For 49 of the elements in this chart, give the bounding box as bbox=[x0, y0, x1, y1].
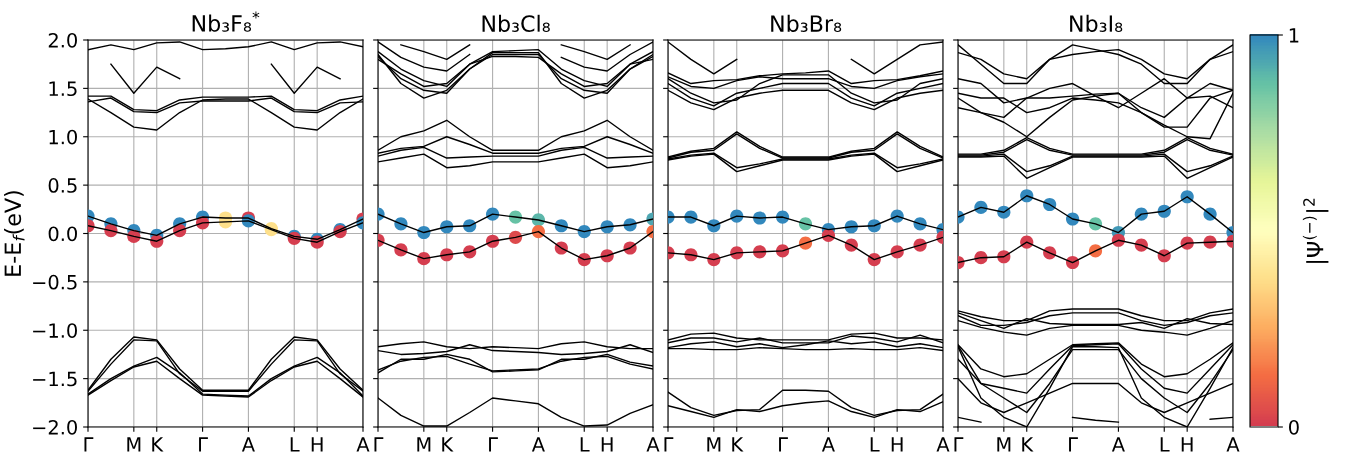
x-tick-label: Γ bbox=[1069, 437, 1078, 452]
x-tick-label: L bbox=[580, 437, 590, 452]
y-tick-label: 0.0 bbox=[48, 226, 77, 242]
x-tick-label: A bbox=[241, 437, 255, 452]
x-tick-label: H bbox=[601, 437, 613, 452]
x-tick-label: M bbox=[417, 437, 431, 452]
x-tick-label: L bbox=[870, 437, 880, 452]
x-tick-label: H bbox=[891, 437, 903, 452]
x-tick-label: A bbox=[821, 437, 835, 452]
x-tick-label: A bbox=[531, 437, 545, 452]
chart-title: Nb₃Cl₈ bbox=[482, 14, 550, 32]
x-tick-label: K bbox=[1022, 437, 1034, 452]
x-tick-label: Γ bbox=[199, 437, 208, 452]
color-bar-title: |Ψ$^{(−)}$|$^{2}$ bbox=[1302, 198, 1329, 263]
chart-title: Nb₃I₈ bbox=[1070, 14, 1123, 32]
chart-title: Nb₃Br₈ bbox=[771, 14, 842, 32]
y-tick-label: −2.0 bbox=[33, 419, 77, 435]
x-tick-label: Γ bbox=[84, 437, 94, 452]
x-tick-label: Γ bbox=[374, 437, 384, 452]
x-tick-label: H bbox=[311, 437, 323, 452]
x-tick-label: Γ bbox=[489, 437, 498, 452]
x-tick-label: Γ bbox=[664, 437, 674, 452]
y-tick-label: 0.5 bbox=[48, 178, 77, 193]
chart-title: Nb₃F₈$^{*}$ bbox=[192, 11, 260, 32]
x-tick-label: A bbox=[356, 437, 370, 452]
x-tick-label: A bbox=[936, 437, 950, 452]
x-tick-label: M bbox=[997, 437, 1011, 452]
x-tick-label: K bbox=[732, 437, 744, 452]
x-tick-label: A bbox=[646, 437, 660, 452]
x-tick-label: L bbox=[290, 437, 300, 452]
color-bar-label: 1 bbox=[1289, 28, 1299, 43]
x-tick-label: A bbox=[1226, 437, 1240, 452]
y-tick-label: −1.0 bbox=[33, 323, 77, 338]
y-axis-title: E-E$_{f}$(eV) bbox=[4, 191, 25, 276]
y-tick-label: 2.0 bbox=[48, 32, 77, 48]
x-tick-label: K bbox=[442, 437, 454, 452]
x-tick-label: Γ bbox=[779, 437, 788, 452]
x-tick-label: A bbox=[1111, 437, 1125, 452]
x-tick-label: M bbox=[707, 437, 721, 452]
color-bar-label: 0 bbox=[1289, 419, 1299, 435]
x-tick-label: H bbox=[1181, 437, 1193, 452]
y-tick-label: 1.0 bbox=[49, 129, 77, 145]
y-tick-label: 1.5 bbox=[49, 81, 77, 97]
x-tick-label: Γ bbox=[954, 437, 964, 452]
y-tick-label: −1.5 bbox=[33, 371, 77, 387]
x-tick-label: K bbox=[152, 437, 164, 452]
x-tick-label: L bbox=[1160, 437, 1170, 452]
x-tick-label: M bbox=[127, 437, 141, 452]
y-tick-label: −0.5 bbox=[33, 274, 77, 290]
